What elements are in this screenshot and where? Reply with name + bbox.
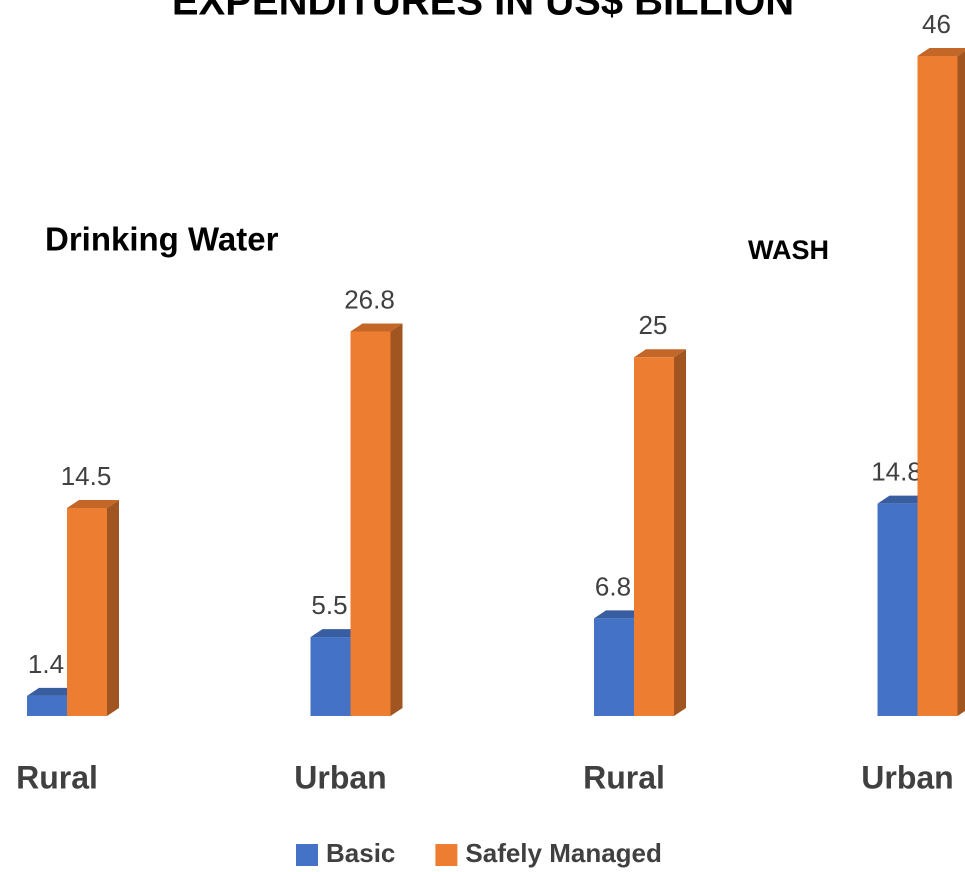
data-label: 14.5 bbox=[61, 461, 112, 491]
legend-label: Basic bbox=[326, 838, 395, 868]
bar bbox=[917, 48, 965, 716]
bar-top bbox=[634, 349, 686, 358]
data-label: 1.4 bbox=[28, 649, 64, 679]
bar bbox=[310, 629, 363, 716]
bar bbox=[67, 499, 119, 716]
x-tick-label: Rural bbox=[583, 759, 665, 795]
bar-top bbox=[310, 629, 363, 638]
bar-front bbox=[917, 56, 958, 716]
bar bbox=[350, 323, 403, 716]
annotation: WASH bbox=[748, 235, 829, 265]
x-tick-label: Urban bbox=[294, 759, 386, 795]
bar-front bbox=[594, 618, 634, 716]
bar-front bbox=[67, 507, 107, 716]
bar-front bbox=[877, 503, 918, 716]
bar-front bbox=[350, 331, 391, 716]
data-label: 26.8 bbox=[344, 284, 395, 314]
bar-side bbox=[674, 349, 686, 716]
bar-top bbox=[594, 610, 646, 619]
bar-front bbox=[634, 357, 674, 716]
legend-swatch bbox=[296, 844, 318, 866]
data-label: 25 bbox=[639, 310, 668, 340]
x-tick-label: Rural bbox=[16, 759, 98, 795]
bar-top bbox=[67, 499, 119, 508]
legend-label: Safely Managed bbox=[465, 838, 662, 868]
data-label: 6.8 bbox=[595, 571, 631, 601]
x-tick-label: Urban bbox=[861, 759, 953, 795]
data-label: 5.5 bbox=[311, 590, 347, 620]
bar bbox=[634, 349, 686, 716]
data-label: 14.8 bbox=[871, 457, 922, 487]
bar-side bbox=[390, 323, 403, 716]
annotation: Drinking Water bbox=[45, 221, 279, 258]
bar-top bbox=[877, 495, 930, 504]
bar-top bbox=[350, 323, 403, 332]
bar-front bbox=[27, 695, 67, 716]
bar-front bbox=[310, 637, 351, 716]
bar-side bbox=[107, 499, 119, 716]
bar-top bbox=[917, 48, 965, 56]
bar-top bbox=[27, 687, 79, 696]
chart-title: EXPENDITURES IN US$ BILLION bbox=[172, 0, 794, 24]
data-label: 46 bbox=[922, 9, 951, 39]
bar-side bbox=[957, 51, 965, 716]
legend-swatch bbox=[435, 844, 458, 866]
